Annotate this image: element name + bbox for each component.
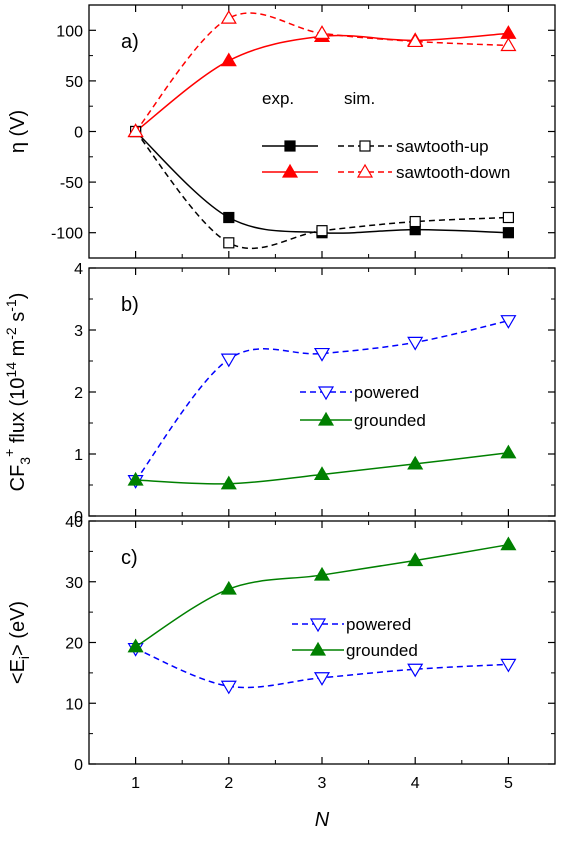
panel-c: 0 10 20 30 40 c) powered grounded <Ei> (eV)	[7, 514, 556, 774]
legend-marker-grounded	[317, 411, 335, 426]
y-tick-label: 4	[74, 261, 83, 278]
legend-label: sawtooth-down	[396, 163, 510, 182]
panel-label: a)	[121, 31, 139, 53]
legend-marker-powered	[309, 618, 327, 633]
series-line-sawtooth-up-sim	[135, 131, 509, 250]
data-point-sawtooth-down	[500, 25, 517, 39]
series-line-sawtooth-down-exp	[135, 32, 509, 133]
data-point-sawtooth-down	[220, 52, 237, 67]
legend-marker-powered	[317, 386, 335, 401]
data-point-sawtooth-up	[502, 211, 514, 224]
series-line-grounded	[135, 543, 509, 648]
data-point-powered	[407, 336, 424, 351]
data-point-grounded	[500, 536, 517, 551]
data-point-powered	[220, 353, 237, 368]
x-tick-label: 2	[224, 775, 233, 792]
data-point-grounded	[313, 466, 331, 481]
data-point-grounded	[127, 471, 144, 486]
data-point-grounded	[220, 580, 237, 595]
y-tick-label: 50	[65, 74, 83, 91]
data-point-grounded	[220, 475, 237, 490]
data-point-powered	[500, 658, 517, 673]
series-line-sawtooth-down-sim	[135, 12, 509, 132]
y-tick-label: 100	[56, 23, 83, 40]
data-point-sawtooth-down	[220, 9, 237, 24]
y-tick-label: 0	[74, 125, 83, 142]
legend-label-grounded: grounded	[346, 641, 418, 660]
data-point-grounded	[313, 566, 331, 581]
data-point-sawtooth-down	[313, 25, 331, 39]
panel-a: -100 -50 0 50 100 a) exp. sim. sawtooth-up sawtoo…	[7, 4, 556, 259]
data-point-powered	[313, 672, 331, 686]
data-point-grounded	[127, 638, 144, 653]
legend-label-powered: powered	[346, 615, 411, 634]
data-point-sawtooth-down	[127, 123, 144, 138]
data-point-sawtooth-down	[500, 37, 517, 52]
y-axis-title: <Ei> (eV)	[7, 601, 32, 684]
data-point-powered	[313, 347, 331, 362]
panel-label: b)	[121, 294, 139, 316]
y-tick-label: 3	[74, 323, 83, 340]
plot-frame	[88, 4, 556, 259]
legend-header-sim: sim.	[344, 89, 375, 108]
panel-label: c)	[121, 547, 138, 569]
data-point-sawtooth-up	[502, 227, 514, 239]
data-point-powered	[500, 315, 517, 329]
y-axis-title: CF3+ flux (1014 m-2 s-1)	[1, 293, 33, 492]
x-axis-title: N	[315, 809, 330, 831]
y-tick-label: -100	[51, 226, 83, 243]
y-tick-label: -50	[60, 175, 83, 192]
y-tick-label: 40	[65, 514, 83, 531]
x-axis-shared: 1 2 3 4 5 N	[131, 775, 513, 831]
legend-marker-exp	[284, 140, 296, 152]
legend-marker-exp	[281, 163, 299, 178]
x-tick-label: 5	[504, 775, 513, 792]
data-point-sawtooth-up	[223, 237, 235, 249]
y-tick-label: 20	[65, 636, 83, 653]
data-point-grounded	[407, 455, 424, 470]
data-point-sawtooth-up	[223, 211, 235, 224]
data-point-powered	[220, 680, 237, 695]
legend-label-powered: powered	[354, 383, 419, 402]
data-point-sawtooth-up	[409, 215, 421, 228]
x-tick-label: 3	[318, 775, 327, 792]
y-tick-label: 10	[65, 696, 83, 713]
panel-b: 0 1 2 3 4 b) powered grounded CF3+ flux (1014 m-…	[1, 261, 556, 526]
data-point-grounded	[407, 552, 424, 567]
series-line-powered	[135, 319, 509, 482]
legend-label-grounded: grounded	[354, 411, 426, 430]
legend-label: sawtooth-up	[396, 137, 489, 156]
x-tick-label: 1	[131, 775, 140, 792]
legend-marker-sim	[356, 163, 374, 178]
y-tick-label: 0	[74, 757, 83, 774]
y-tick-label: 30	[65, 575, 83, 592]
legend-marker-grounded	[309, 641, 327, 656]
y-tick-label: 2	[74, 385, 83, 402]
legend-header-exp: exp.	[262, 89, 294, 108]
plot-frame	[88, 520, 556, 765]
x-tick-label: 4	[411, 775, 420, 792]
data-point-sawtooth-up	[316, 225, 328, 237]
y-tick-label: 0	[74, 509, 83, 526]
data-point-sawtooth-down	[407, 33, 424, 48]
legend-marker-sim	[359, 140, 371, 152]
y-tick-label: 1	[74, 447, 83, 464]
data-point-powered	[407, 663, 424, 678]
data-point-grounded	[500, 444, 517, 459]
y-axis-title: η (V)	[7, 110, 29, 153]
